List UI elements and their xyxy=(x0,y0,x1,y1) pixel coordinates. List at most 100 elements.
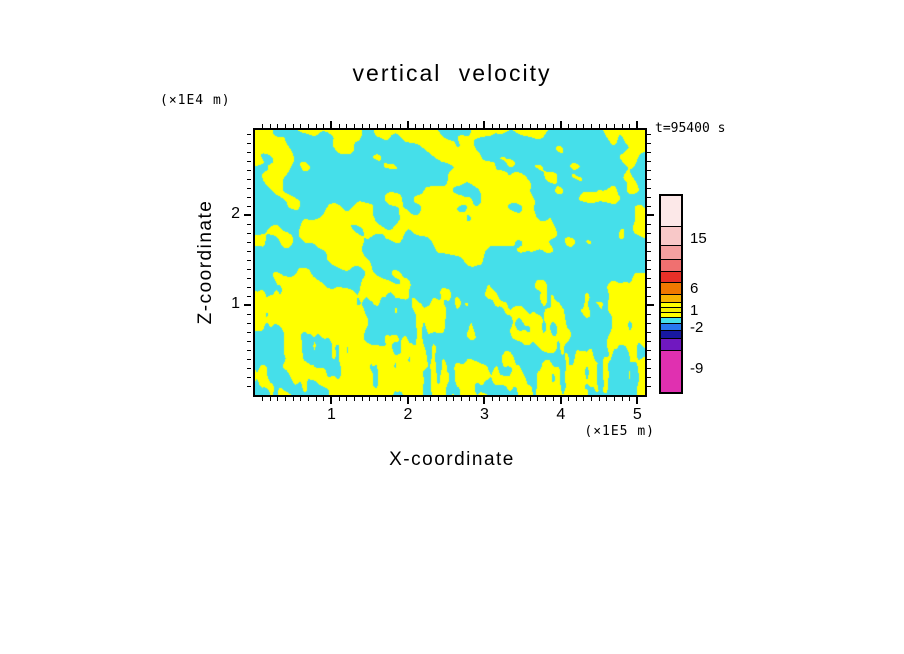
x-minor-tick xyxy=(568,124,570,128)
x-minor-tick xyxy=(468,124,470,128)
colorbar-segment xyxy=(661,338,681,350)
time-annotation: t=95400 s xyxy=(655,121,726,136)
x-axis-unit-label: (×1E5 m) xyxy=(584,424,655,439)
z-major-tick xyxy=(647,304,654,307)
x-minor-tick xyxy=(445,124,447,128)
x-minor-tick xyxy=(499,397,501,401)
x-minor-tick xyxy=(460,397,462,401)
z-minor-tick xyxy=(647,331,651,333)
x-major-tick xyxy=(636,397,639,404)
colorbar-segment xyxy=(661,330,681,338)
x-tick-label: 3 xyxy=(479,406,489,423)
colorbar-tick-label: 15 xyxy=(690,230,707,247)
chart-title: vertical velocity xyxy=(352,60,552,86)
z-major-tick xyxy=(244,304,251,307)
z-minor-tick xyxy=(247,367,251,369)
z-minor-tick xyxy=(247,133,251,135)
z-minor-tick xyxy=(247,151,251,153)
x-minor-tick xyxy=(430,124,432,128)
x-minor-tick xyxy=(629,397,631,401)
x-minor-tick xyxy=(491,397,493,401)
x-minor-tick xyxy=(384,124,386,128)
x-minor-tick xyxy=(583,397,585,401)
x-minor-tick xyxy=(353,397,355,401)
z-minor-tick xyxy=(647,349,651,351)
x-minor-tick xyxy=(545,397,547,401)
x-minor-tick xyxy=(346,124,348,128)
z-minor-tick xyxy=(247,196,251,198)
z-minor-tick xyxy=(247,376,251,378)
x-minor-tick xyxy=(300,124,302,128)
colorbar-segment xyxy=(661,196,681,226)
x-minor-tick xyxy=(529,124,531,128)
colorbar-segment xyxy=(661,271,681,282)
colorbar-segment xyxy=(661,307,681,312)
colorbar-segment xyxy=(661,226,681,245)
x-minor-tick xyxy=(590,397,592,401)
z-minor-tick xyxy=(647,277,651,279)
z-tick-label: 2 xyxy=(231,205,240,223)
x-minor-tick xyxy=(392,397,394,401)
x-tick-label: 1 xyxy=(327,406,336,423)
x-minor-tick xyxy=(537,124,539,128)
x-minor-tick xyxy=(262,397,264,401)
x-tick-label: 5 xyxy=(632,406,642,423)
colorbar-tick-label: -2 xyxy=(690,319,704,336)
z-minor-tick xyxy=(647,295,651,297)
z-minor-tick xyxy=(647,268,651,270)
x-minor-tick xyxy=(392,124,394,128)
x-minor-tick xyxy=(453,124,455,128)
z-minor-tick xyxy=(247,241,251,243)
x-tick-label: 2 xyxy=(403,406,413,423)
x-minor-tick xyxy=(514,124,516,128)
x-minor-tick xyxy=(613,397,615,401)
colorbar-segment xyxy=(661,323,681,330)
x-minor-tick xyxy=(422,397,424,401)
x-minor-tick xyxy=(346,397,348,401)
z-minor-tick xyxy=(247,142,251,144)
colorbar xyxy=(659,194,683,394)
x-major-tick xyxy=(559,397,562,404)
x-major-tick xyxy=(483,397,486,404)
x-minor-tick xyxy=(568,397,570,401)
z-minor-tick xyxy=(647,259,651,261)
z-minor-tick xyxy=(647,151,651,153)
z-minor-tick xyxy=(647,367,651,369)
x-minor-tick xyxy=(606,397,608,401)
z-minor-tick xyxy=(647,250,651,252)
x-minor-tick xyxy=(300,397,302,401)
x-major-tick xyxy=(330,397,333,404)
x-minor-tick xyxy=(575,124,577,128)
x-minor-tick xyxy=(292,397,294,401)
colorbar-segment xyxy=(661,312,681,317)
x-minor-tick xyxy=(376,397,378,401)
z-minor-tick xyxy=(647,187,651,189)
x-minor-tick xyxy=(277,397,279,401)
z-axis-unit-label: (×1E4 m) xyxy=(160,93,231,108)
x-minor-tick xyxy=(552,124,554,128)
x-major-tick xyxy=(559,121,562,128)
z-minor-tick xyxy=(247,187,251,189)
colorbar-segment xyxy=(661,245,681,259)
x-minor-tick xyxy=(269,397,271,401)
z-minor-tick xyxy=(647,160,651,162)
x-minor-tick xyxy=(583,124,585,128)
x-major-tick xyxy=(406,397,409,404)
z-minor-tick xyxy=(647,142,651,144)
z-minor-tick xyxy=(247,250,251,252)
z-minor-tick xyxy=(647,178,651,180)
x-minor-tick xyxy=(621,124,623,128)
z-minor-tick xyxy=(247,160,251,162)
z-minor-tick xyxy=(647,313,651,315)
x-minor-tick xyxy=(545,124,547,128)
x-minor-tick xyxy=(621,397,623,401)
x-minor-tick xyxy=(514,397,516,401)
x-minor-tick xyxy=(506,124,508,128)
x-minor-tick xyxy=(522,397,524,401)
z-tick-label: 1 xyxy=(231,295,240,313)
z-minor-tick xyxy=(247,322,251,324)
colorbar-segment xyxy=(661,259,681,271)
z-minor-tick xyxy=(247,349,251,351)
x-minor-tick xyxy=(606,124,608,128)
